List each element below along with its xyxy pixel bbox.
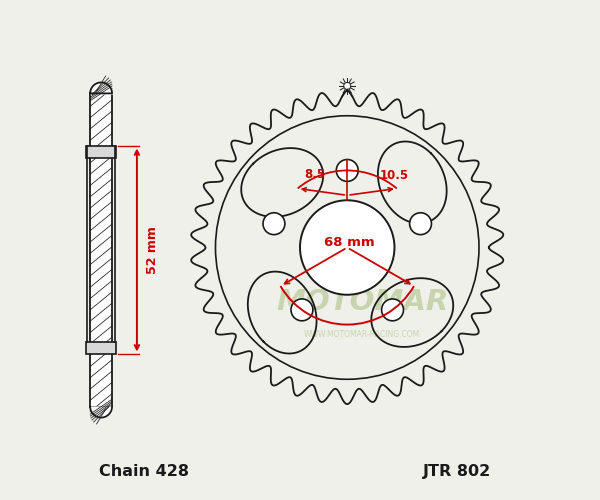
- Text: 52 mm: 52 mm: [146, 226, 159, 274]
- Text: WWW.MOTOMAR-RACING.COM: WWW.MOTOMAR-RACING.COM: [304, 330, 420, 339]
- Bar: [86, 146, 116, 158]
- Circle shape: [291, 299, 313, 321]
- Text: 68 mm: 68 mm: [325, 236, 375, 249]
- Text: JTR 802: JTR 802: [423, 464, 491, 479]
- Text: 8.5: 8.5: [304, 168, 325, 181]
- Text: MOTOMAR: MOTOMAR: [276, 288, 448, 316]
- Circle shape: [410, 213, 431, 234]
- Circle shape: [336, 160, 358, 182]
- Bar: [86, 342, 116, 354]
- Circle shape: [344, 82, 351, 89]
- Circle shape: [300, 200, 394, 294]
- Text: Chain 428: Chain 428: [98, 464, 188, 479]
- Bar: [90, 94, 112, 406]
- Text: 10.5: 10.5: [380, 170, 409, 182]
- Circle shape: [263, 213, 285, 234]
- Circle shape: [382, 299, 403, 321]
